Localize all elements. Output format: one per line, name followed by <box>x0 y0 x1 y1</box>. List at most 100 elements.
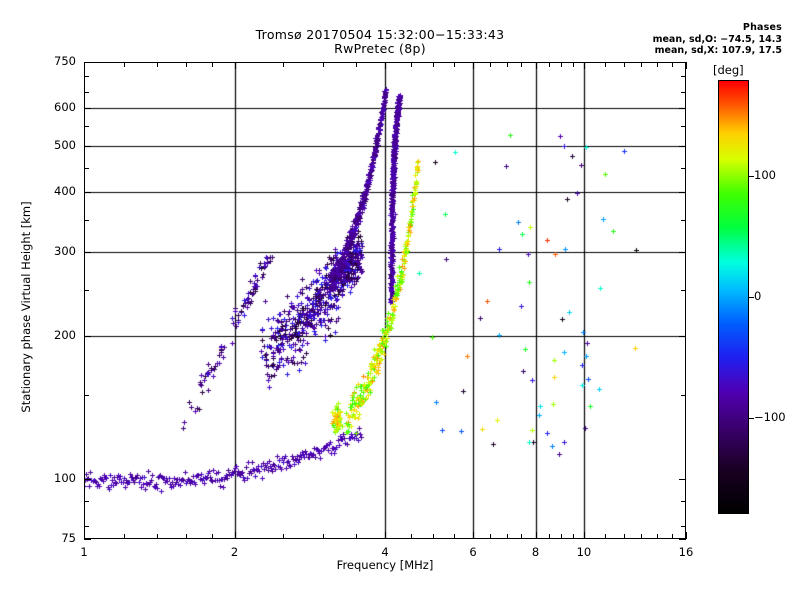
y-axis-tick <box>84 479 91 481</box>
x-axis-minor-tick <box>641 62 643 67</box>
y-axis-tick <box>84 146 91 148</box>
y-axis-tick-label: 500 <box>54 137 76 152</box>
x-axis-minor-tick <box>323 534 325 539</box>
x-axis-tick <box>536 532 538 539</box>
x-axis-title: Frequency [MHz] <box>336 558 434 572</box>
y-axis-minor-tick <box>84 526 89 528</box>
y-axis-tick-label: 200 <box>54 327 76 342</box>
colorbar-tick-label: 100 <box>754 168 776 183</box>
x-axis-tick-label: 4 <box>381 545 389 559</box>
x-axis-minor-tick <box>672 62 674 67</box>
y-axis-tick <box>84 192 91 194</box>
y-axis-tick <box>84 336 91 338</box>
plot-title-line1: Tromsø 20170504 15:32:00−15:33:43 <box>255 27 505 42</box>
y-axis-minor-tick <box>681 220 686 222</box>
colorbar-unit-label: [deg] <box>713 63 744 77</box>
y-axis-minor-tick <box>681 526 686 528</box>
plot-subtitle: RwPretec (8p) <box>334 41 426 56</box>
x-axis-minor-tick <box>157 534 159 539</box>
x-axis-minor-tick <box>605 534 607 539</box>
stats-header: Phases <box>742 22 782 33</box>
x-axis-tick <box>584 532 586 539</box>
y-axis-minor-tick <box>681 395 686 397</box>
x-axis-minor-tick <box>323 62 325 67</box>
x-axis-minor-tick <box>641 534 643 539</box>
x-axis-minor-tick <box>157 62 159 67</box>
stats-x-mode: mean, sd,X: 107.9, 17.5 <box>654 45 782 56</box>
y-axis-minor-tick <box>681 501 686 503</box>
stats-o-mode: mean, sd,O: −74.5, 14.3 <box>652 33 782 45</box>
scatter-plot-canvas <box>84 62 686 539</box>
x-axis-tick-label: 2 <box>230 545 239 559</box>
y-axis-tick <box>84 539 91 541</box>
y-axis-tick <box>84 252 91 254</box>
x-axis-minor-tick <box>605 62 607 67</box>
x-axis-minor-tick <box>549 534 551 539</box>
y-axis-tick <box>679 62 686 64</box>
y-axis-minor-tick <box>84 501 89 503</box>
y-axis-tick-label: 100 <box>54 471 76 486</box>
x-axis-minor-tick <box>212 534 214 539</box>
x-axis-minor-tick <box>507 534 509 539</box>
x-axis-minor-tick <box>624 62 626 67</box>
x-axis-tick <box>473 62 475 69</box>
y-axis-tick <box>679 479 686 481</box>
x-axis-tick-label: 8 <box>531 545 540 559</box>
x-axis-minor-tick <box>521 62 523 67</box>
x-axis-minor-tick <box>573 62 575 67</box>
y-axis-tick-label: 750 <box>54 54 76 68</box>
x-axis-minor-tick <box>657 62 659 67</box>
y-axis-minor-tick <box>84 168 89 170</box>
x-axis-minor-tick <box>657 534 659 539</box>
y-axis-tick-label: 300 <box>54 243 76 258</box>
y-axis-minor-tick <box>84 126 89 128</box>
x-axis-minor-tick <box>521 534 523 539</box>
y-axis-tick <box>679 539 686 541</box>
x-axis-minor-tick <box>356 534 358 539</box>
x-axis-tick <box>686 532 688 539</box>
x-axis-minor-tick <box>561 62 563 67</box>
x-axis-minor-tick <box>186 534 188 539</box>
x-axis-tick <box>84 532 86 539</box>
y-axis-tick <box>679 252 686 254</box>
y-axis-tick <box>679 336 686 338</box>
x-axis-minor-tick <box>454 62 456 67</box>
x-axis-minor-tick <box>433 62 435 67</box>
y-axis-tick <box>679 108 686 110</box>
x-axis-minor-tick <box>186 62 188 67</box>
y-axis-title: Stationary phase Virtual Height [km] <box>19 201 33 413</box>
y-axis-tick <box>679 146 686 148</box>
x-axis-tick <box>84 62 86 69</box>
colorbar <box>718 80 749 514</box>
x-axis-tick-label: 1 <box>80 545 88 559</box>
y-axis-tick-label: 600 <box>54 100 76 115</box>
x-axis-minor-tick <box>561 534 563 539</box>
colorbar-tick-label: 0 <box>754 289 762 303</box>
x-axis-minor-tick <box>356 62 358 67</box>
y-axis-minor-tick <box>681 290 686 292</box>
y-axis-tick <box>84 108 91 110</box>
x-axis-tick <box>686 62 688 69</box>
colorbar-tick <box>749 297 754 298</box>
x-axis-tick-label: 6 <box>469 545 477 559</box>
colorbar-tick <box>749 417 754 419</box>
x-axis-minor-tick <box>454 534 456 539</box>
x-axis-tick <box>235 62 237 69</box>
x-axis-minor-tick <box>124 534 126 539</box>
y-axis-minor-tick <box>84 395 89 397</box>
y-axis-tick-label: 400 <box>54 184 76 199</box>
x-axis-minor-tick <box>283 534 285 539</box>
x-axis-minor-tick <box>283 62 285 67</box>
x-axis-tick <box>235 532 237 539</box>
x-axis-minor-tick <box>549 62 551 67</box>
x-axis-minor-tick <box>433 534 435 539</box>
x-axis-minor-tick <box>411 534 413 539</box>
y-axis-minor-tick <box>681 92 686 94</box>
x-axis-minor-tick <box>212 62 214 67</box>
x-axis-tick-label: 10 <box>576 545 592 559</box>
y-axis-minor-tick <box>681 76 686 78</box>
x-axis-tick <box>385 532 387 539</box>
x-axis-tick <box>584 62 586 69</box>
y-axis-minor-tick <box>84 220 89 222</box>
phase-statistics: Phases mean, sd,O: −74.5, 14.3 mean, sd,… <box>653 22 782 57</box>
